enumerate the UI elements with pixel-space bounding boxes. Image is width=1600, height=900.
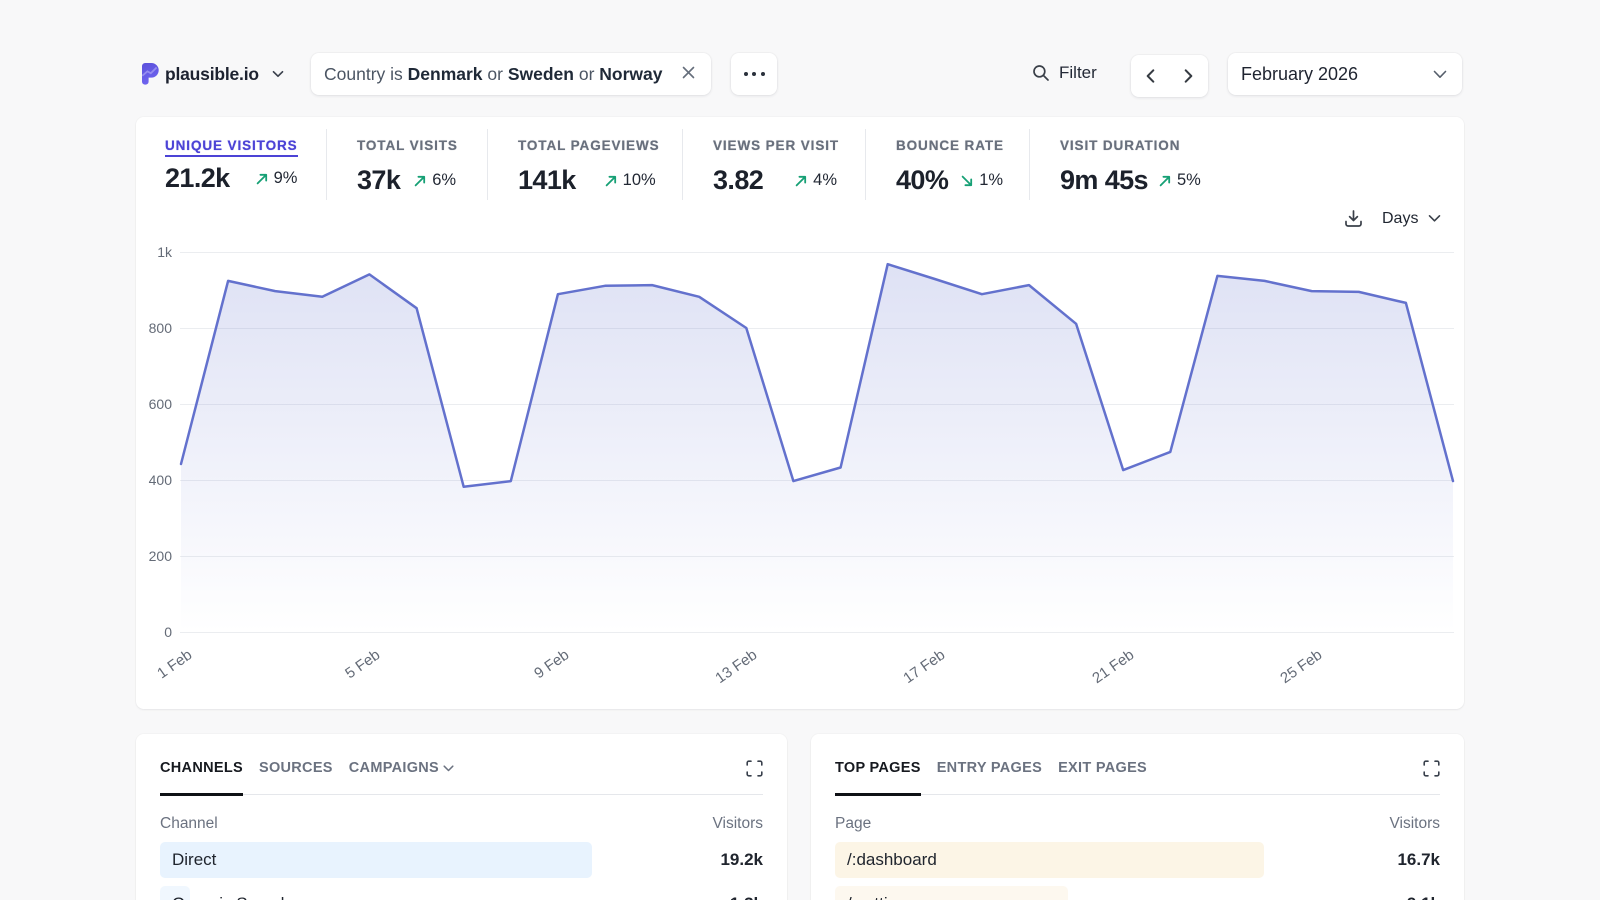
svg-text:800: 800 <box>149 320 173 336</box>
svg-text:200: 200 <box>149 548 173 564</box>
svg-text:0: 0 <box>164 624 172 640</box>
svg-text:400: 400 <box>149 472 173 488</box>
svg-text:21 Feb: 21 Feb <box>1089 646 1137 687</box>
svg-text:1k: 1k <box>157 244 173 260</box>
svg-text:25 Feb: 25 Feb <box>1277 646 1325 687</box>
svg-text:5 Feb: 5 Feb <box>342 646 383 682</box>
svg-text:1 Feb: 1 Feb <box>154 646 195 682</box>
svg-text:13 Feb: 13 Feb <box>712 646 760 687</box>
svg-text:9 Feb: 9 Feb <box>531 646 572 682</box>
svg-text:600: 600 <box>149 396 173 412</box>
svg-text:17 Feb: 17 Feb <box>900 646 948 687</box>
